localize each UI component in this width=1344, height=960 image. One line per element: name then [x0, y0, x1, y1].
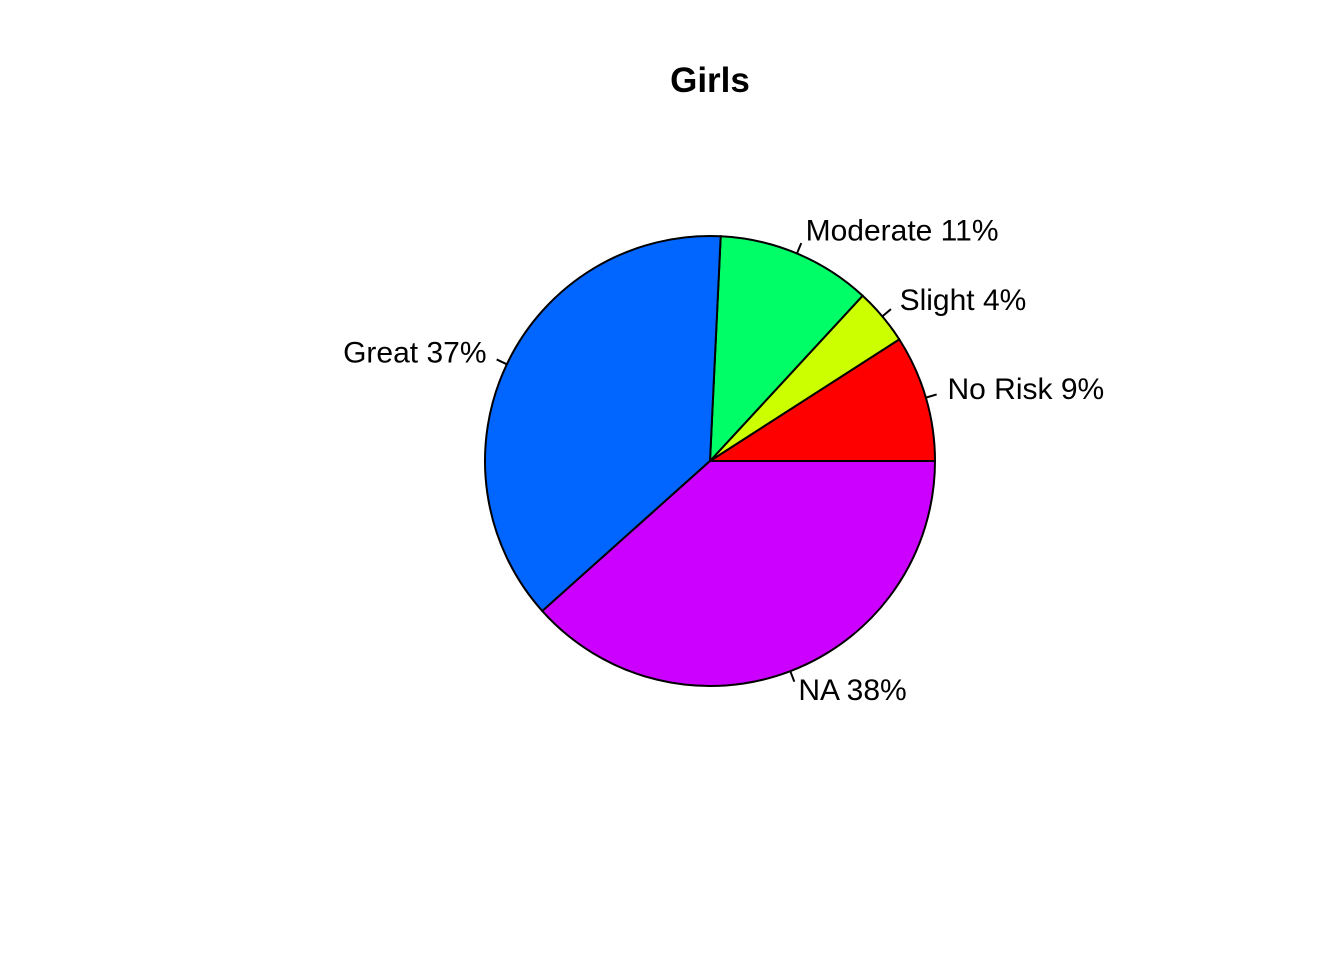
pie-labels: No Risk 9% Slight 4% Moderate 11% Great 37%… [343, 215, 1104, 707]
slice-leader-line [496, 358, 508, 366]
slice-label: NA 38% [798, 674, 906, 707]
pie-slice [706, 337, 937, 462]
pie-slice [708, 235, 865, 464]
pie-slice [484, 235, 722, 613]
slice-leader-line [789, 670, 796, 683]
slice-label: No Risk 9% [947, 373, 1104, 406]
slice-leader-line [796, 242, 803, 254]
slice-label: Great 37% [343, 337, 486, 370]
pie-slices [484, 235, 937, 687]
slice-label: Slight 4% [900, 284, 1027, 317]
chart-title: Girls [670, 61, 750, 100]
slice-leader-line [925, 393, 937, 399]
slice-leader-line [881, 308, 892, 318]
slice-label: Moderate 11% [806, 215, 999, 248]
